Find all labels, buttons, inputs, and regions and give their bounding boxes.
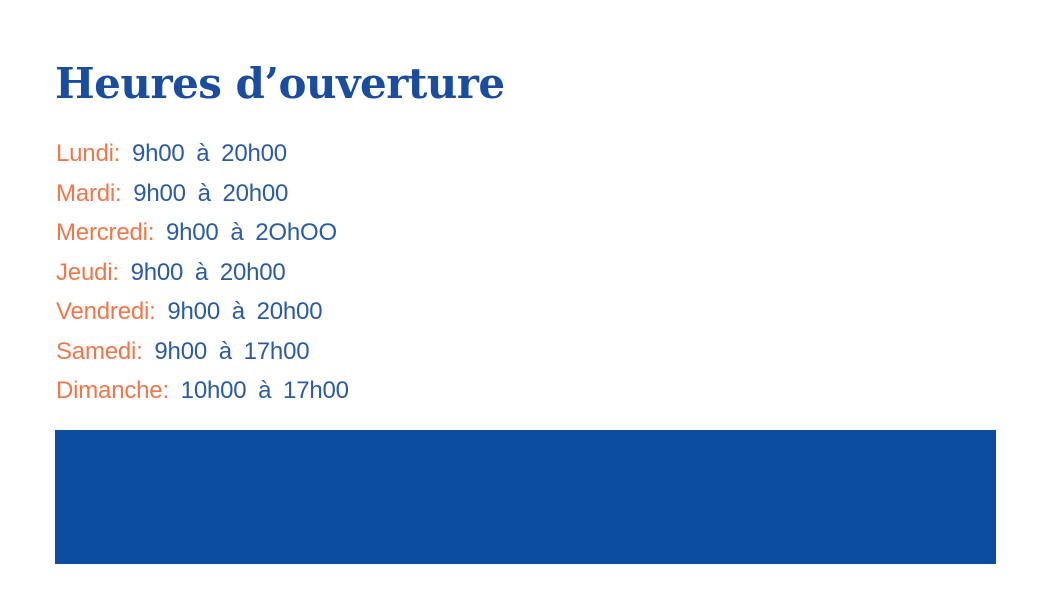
hours-row-mercredi: Mercredi: 9h00 à 2OhOO [56,213,349,253]
time-value: 9h00 à 20h00 [131,140,287,167]
day-label: Mardi: [56,179,122,207]
day-label: Mercredi: [56,219,155,246]
day-label: Lundi: [56,140,121,167]
time-value: 9h00 à 20h00 [130,258,286,286]
time-value: 9h00 à 20h00 [167,298,323,325]
day-label: Dimanche: [56,377,169,404]
day-label: Jeudi: [56,258,119,286]
hours-row-jeudi: Jeudi: 9h00 à 20h00 [56,253,349,293]
time-value: 10h00 à 17h00 [180,377,349,404]
hours-row-samedi: Samedi: 9h00 à 17h00 [56,332,349,372]
time-value: 9h00 à 20h00 [133,179,289,207]
hours-row-vendredi: Vendredi: 9h00 à 20h00 [56,292,349,332]
hours-row-lundi: Lundi: 9h00 à 20h00 [56,134,349,174]
page-title: Heures d’ouverture [55,59,505,108]
time-value: 9h00 à 17h00 [154,337,310,365]
time-value: 9h00 à 2OhOO [165,219,337,246]
opening-hours-list: Lundi: 9h00 à 20h00 Mardi: 9h00 à 20h00 … [56,134,349,411]
footer-banner [55,430,996,564]
hours-row-dimanche: Dimanche: 10h00 à 17h00 [56,371,349,411]
day-label: Vendredi: [56,298,156,325]
hours-row-mardi: Mardi: 9h00 à 20h00 [56,174,349,214]
day-label: Samedi: [56,337,143,365]
